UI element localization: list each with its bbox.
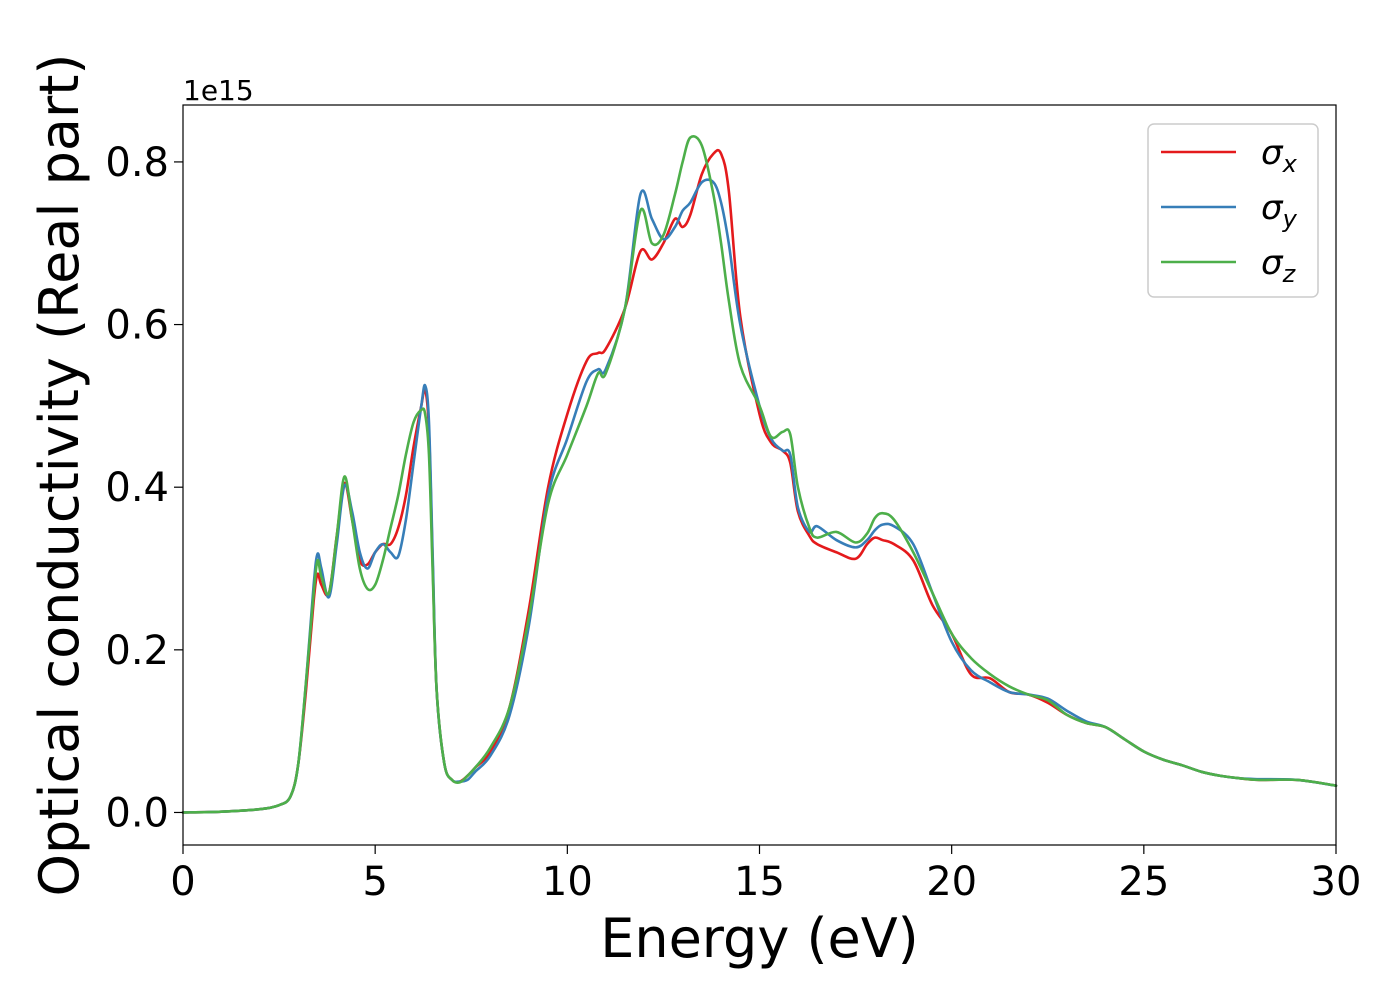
x-tick-label: 15 bbox=[734, 859, 785, 905]
x-tick-label: 0 bbox=[170, 859, 195, 905]
series-line-y bbox=[181, 178, 1338, 814]
y-tick-label: 0.0 bbox=[105, 790, 169, 836]
y-axis-title: Optical conductivity (Real part) bbox=[28, 54, 91, 897]
x-axis-title: Energy (eV) bbox=[600, 907, 919, 970]
y-axis-ticks: 0.0 0.2 0.4 0.6 0.8 bbox=[105, 140, 183, 836]
y-axis-offset-text: 1e15 bbox=[183, 74, 254, 107]
y-tick-label: 0.8 bbox=[105, 140, 169, 186]
x-tick-label: 20 bbox=[926, 859, 977, 905]
x-tick-label: 25 bbox=[1118, 859, 1169, 905]
legend-label-y: σy bbox=[1261, 188, 1298, 233]
series-line-z bbox=[181, 135, 1338, 814]
series-layer bbox=[181, 135, 1338, 814]
legend-box bbox=[1147, 123, 1319, 298]
legend: σx σy σz bbox=[1147, 123, 1319, 298]
x-tick-label: 30 bbox=[1311, 859, 1362, 905]
y-tick-label: 0.6 bbox=[105, 303, 169, 349]
x-tick-label: 10 bbox=[542, 859, 593, 905]
y-tick-label: 0.2 bbox=[105, 628, 169, 674]
x-tick-label: 5 bbox=[362, 859, 387, 905]
legend-label-x: σx bbox=[1261, 133, 1298, 178]
x-axis-ticks: 0 5 10 15 20 25 30 bbox=[170, 845, 1361, 905]
y-tick-label: 0.4 bbox=[105, 465, 169, 511]
legend-label-z: σz bbox=[1261, 243, 1297, 288]
